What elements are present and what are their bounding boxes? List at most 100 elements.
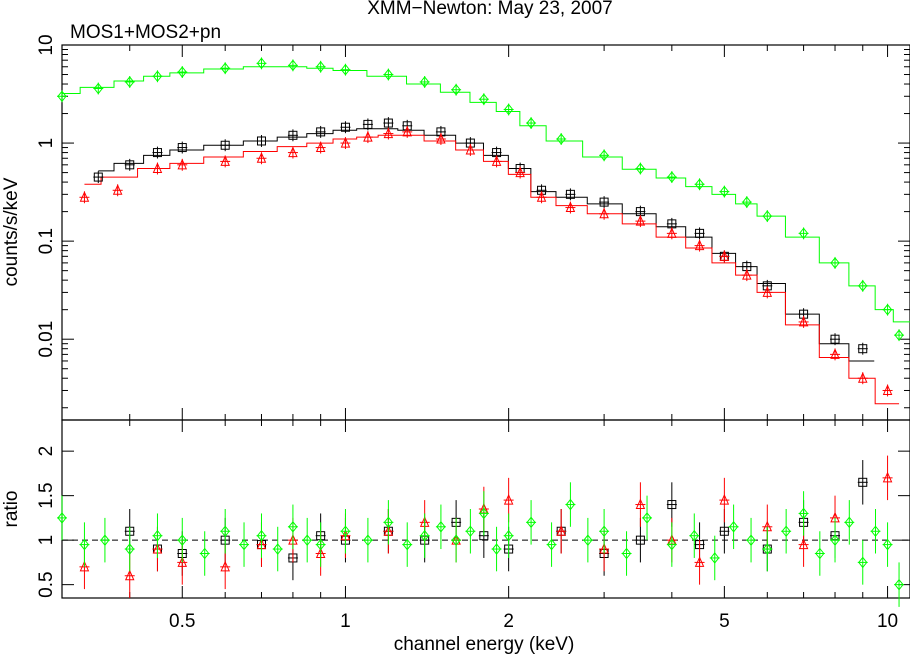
y-tick-label: 0.1	[36, 228, 57, 254]
ratio-y-tick-label: 0.5	[36, 571, 57, 597]
mos2-spectrum-point	[177, 158, 188, 171]
ratio-axes: 0.5 1 2 5 10 0.5 1 1.5 2	[36, 420, 910, 632]
y-tick-label: 1	[36, 138, 57, 149]
mos1-spectrum-point	[220, 139, 231, 152]
mos2-spectrum-point	[491, 155, 502, 168]
pn-ratio-point	[814, 531, 825, 576]
mos2-spectrum-point	[798, 315, 809, 328]
mos2-spectrum-point	[362, 130, 373, 144]
pn-spectrum-point	[220, 62, 231, 75]
pn-ratio-point	[503, 513, 514, 558]
pn-ratio-point	[362, 517, 373, 563]
y-tick-label: 0.01	[36, 321, 57, 358]
pn-spectrum-point	[383, 68, 394, 81]
mos2-spectrum-point	[112, 184, 123, 197]
pn-spectrum-point	[152, 70, 163, 83]
pn-ratio-point	[582, 517, 593, 563]
pn-ratio-point	[340, 509, 351, 554]
mos2-spectrum-point	[882, 384, 893, 397]
mos1-spectrum-point	[362, 118, 373, 131]
mos2-ratio-point	[882, 455, 893, 501]
pn-spectrum-point	[315, 60, 326, 73]
pn-spectrum-point	[882, 303, 893, 316]
mos2-spectrum-point	[383, 127, 394, 140]
pn-ratio-point	[870, 509, 881, 554]
mos2-spectrum-point	[741, 268, 752, 282]
pn-ratio-point	[746, 517, 757, 563]
pn-spectrum-point	[830, 256, 841, 269]
mos1-spectrum-point	[599, 196, 610, 209]
pn-ratio-point	[621, 531, 632, 576]
mos2-model-line	[84, 134, 900, 405]
pn-spectrum-point	[599, 149, 610, 162]
mos2-ratio-point	[635, 482, 646, 527]
pn-spectrum-point	[666, 171, 677, 184]
pn-ratio-point	[124, 526, 135, 572]
spectrum-data-points	[57, 57, 905, 397]
mos1-spectrum-point	[124, 158, 135, 171]
pn-spectrum-point	[762, 210, 773, 223]
pn-ratio-point	[762, 526, 773, 572]
pn-spectrum-point	[894, 329, 905, 342]
mos2-spectrum-point	[635, 214, 646, 228]
mos2-spectrum-point	[599, 207, 610, 220]
mos2-spectrum-point	[465, 143, 476, 156]
mos2-spectrum-point	[152, 162, 163, 175]
mos1-spectrum-point	[287, 129, 298, 142]
mos1-spectrum-point	[857, 342, 868, 355]
mos2-spectrum-point	[666, 227, 677, 240]
x-tick-label: 10	[877, 611, 898, 632]
pn-ratio-point	[272, 526, 283, 572]
pn-spectrum-point	[177, 66, 188, 78]
mos2-spectrum-point	[762, 286, 773, 299]
pn-spectrum-point	[419, 75, 430, 88]
pn-ratio-point	[177, 517, 188, 563]
mos2-spectrum-point	[565, 201, 576, 214]
pn-model-line	[62, 66, 910, 323]
mos2-spectrum-point	[694, 239, 705, 252]
ratio-panel: ratio 0.5 1 2 5 10 0.5 1 1.5 2	[1, 419, 910, 632]
mos2-spectrum-point	[315, 141, 326, 154]
mos1-spectrum-point	[383, 117, 394, 130]
ratio-y-tick-label: 1	[36, 535, 57, 546]
pn-ratio-point	[689, 513, 700, 558]
mos2-spectrum-point	[220, 155, 231, 168]
mos1-spectrum-point	[315, 125, 326, 138]
mos2-spectrum-point	[719, 250, 730, 263]
pn-ratio-point	[894, 562, 905, 607]
pn-spectrum-point	[287, 59, 298, 72]
pn-spectrum-point	[526, 117, 537, 130]
ratio-y-tick-label: 2	[36, 446, 57, 457]
pn-ratio-point	[199, 531, 210, 576]
spectrum-axes: 0.01 0.1 1 10	[36, 34, 910, 420]
pn-ratio-point	[642, 495, 653, 541]
pn-ratio-point	[465, 509, 476, 554]
pn-ratio-point	[256, 513, 267, 558]
pn-spectrum-point	[694, 178, 705, 191]
pn-ratio-point	[79, 522, 90, 567]
pn-ratio-point	[491, 526, 502, 572]
x-tick-label: 2	[503, 611, 514, 632]
pn-ratio-point	[315, 522, 326, 567]
mos2-spectrum-point	[830, 348, 841, 361]
ratio-ylabel: ratio	[1, 491, 22, 528]
pn-spectrum-point	[451, 83, 462, 96]
pn-ratio-point	[728, 504, 739, 550]
pn-spectrum-point	[798, 227, 809, 240]
pn-spectrum-point	[503, 103, 514, 116]
pn-ratio-point	[302, 517, 313, 563]
pn-ratio-point	[383, 500, 394, 545]
pn-ratio-point	[709, 535, 720, 581]
pn-ratio-point	[402, 522, 413, 567]
pn-spectrum-point	[57, 90, 67, 103]
mos2-spectrum-point	[287, 146, 298, 159]
pn-spectrum-point	[256, 57, 267, 70]
pn-ratio-point	[781, 509, 792, 554]
ratio-y-tick-label: 1.5	[36, 482, 57, 508]
figure-xlabel: channel energy (keV)	[394, 634, 575, 655]
mos2-spectrum-point	[340, 136, 351, 150]
pn-ratio-point	[287, 504, 298, 550]
mos1-spectrum-point	[565, 188, 576, 201]
mos2-spectrum-point	[857, 371, 868, 385]
mos1-ratio-point	[857, 460, 868, 505]
